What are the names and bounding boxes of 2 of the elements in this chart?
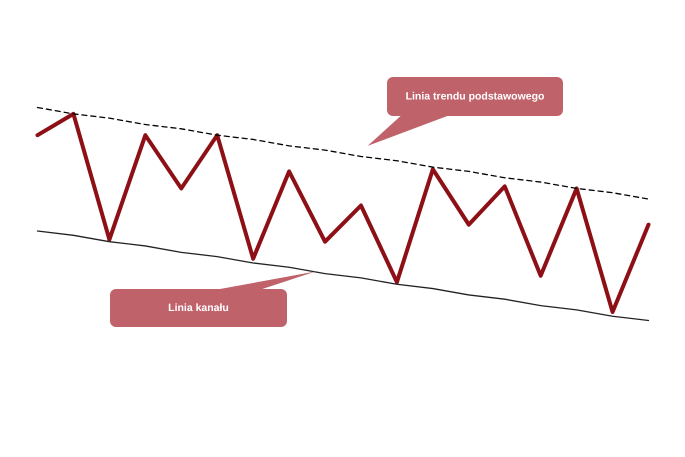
annotation: Linia kanału bbox=[168, 302, 229, 314]
text: Linia trendu podstawowego bbox=[406, 90, 544, 102]
